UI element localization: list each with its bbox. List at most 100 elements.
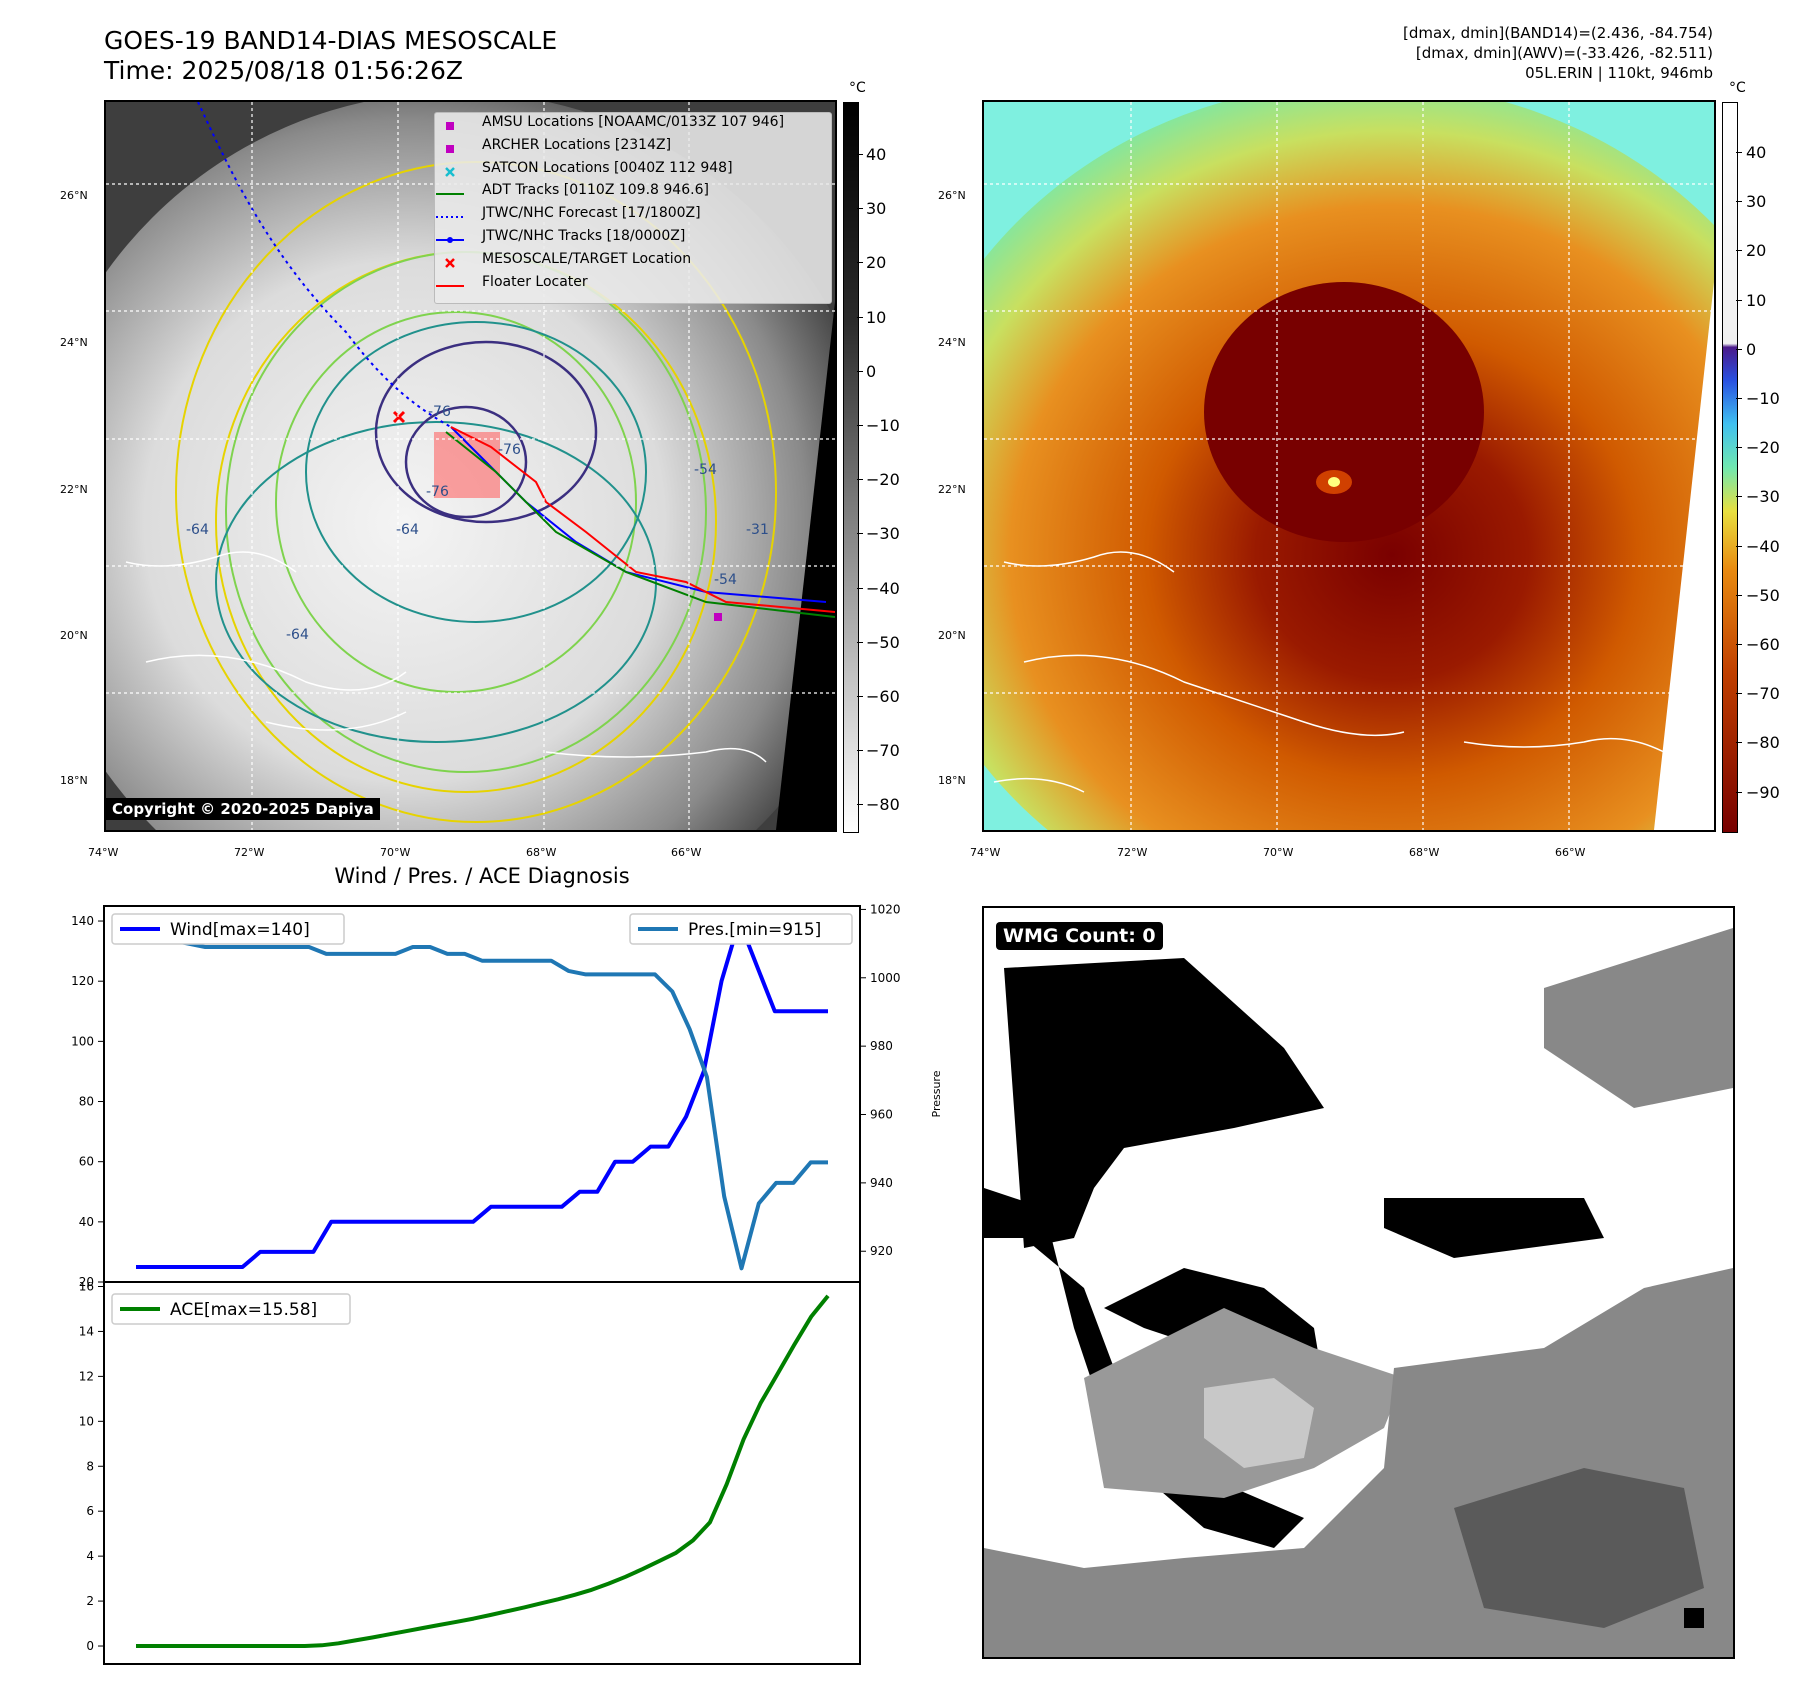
y-tick-label: 10 [79,1414,94,1428]
legend-item: JTWC/NHC Tracks [18/0000Z] [436,227,826,247]
legend-marker [436,208,464,220]
colorbar-color [1722,102,1738,833]
colorbar-tick [1736,398,1742,399]
colorbar-tick [1736,152,1742,153]
lon-tick-label: 70°W [380,846,411,859]
lat-tick-label: 20°N [60,629,88,642]
y2-tick-label: 980 [870,1039,893,1053]
contour-label: -64 [286,627,309,643]
contour-label: -31 [746,522,769,538]
colorbar-tick-label: −40 [1746,536,1780,556]
legend-item: AMSU Locations [NOAAMC/0133Z 107 946] [436,113,826,133]
colorbar-tick-label: −90 [1746,782,1780,802]
legend-item: MESOSCALE/TARGET Location [436,250,826,270]
enhanced-ir-panel [982,100,1716,832]
legend-label: SATCON Locations [0040Z 112 948] [482,159,733,176]
y-tick: 100 [71,1034,104,1048]
y-tick-label: 140 [71,914,94,928]
colorbar-tick [857,587,863,589]
y-tick-label: 4 [86,1549,94,1563]
colorbar-unit-left: °C [849,80,866,96]
y-tick-label: 14 [79,1324,94,1338]
main-title-line2: Time: 2025/08/18 01:56:26Z [104,56,463,85]
legend [434,112,832,304]
y-tick-label: 80 [79,1095,94,1109]
legend-marker [436,254,464,268]
y-tick-label: 0 [86,1639,94,1653]
info-line3: 05L.ERIN | 110kt, 946mb [1525,64,1713,82]
y-tick: 40 [79,1215,104,1229]
lon-tick-label: 72°W [1117,846,1148,859]
y-tick-label: 16 [79,1282,94,1293]
colorbar-tick-label: −50 [1746,585,1780,605]
colorbar-tick [1736,250,1742,252]
contour-label: -64 [186,522,209,538]
colorbar-tick [857,370,863,372]
contour-label: -54 [714,572,737,588]
colorbar-tick-label: −10 [866,416,900,435]
copyright: Copyright © 2020-2025 Dapiya [106,798,380,820]
ace-chart: 1614121086420ACEACE[max=15.58] [79,1282,861,1665]
lat-tick-label: 22°N [938,483,966,496]
colorbar-tick-label: −60 [866,687,900,706]
y2-axis-label: Pressure [930,1070,943,1117]
colorbar-tick-label: 40 [866,145,887,164]
lon-tick-label: 70°W [1263,846,1294,859]
colorbar-tick-label: −20 [866,470,900,490]
lon-tick-label: 74°W [970,846,1001,859]
lon-tick-label: 72°W [234,846,265,859]
colorbar-tick [857,804,863,806]
lon-tick-label: 66°W [671,846,702,859]
colorbar-tick [857,316,863,318]
contour-label: -76 [498,442,521,458]
colorbar-tick-label: 30 [1746,192,1767,212]
y2-tick: 1000 [860,971,901,985]
colorbar-tick [1736,545,1742,547]
legend-marker [436,277,464,289]
series-line-wind [136,919,828,1269]
lat-tick-label: 20°N [938,629,966,642]
colorbar-unit-right: °C [1729,80,1746,96]
y-tick-label: 100 [71,1034,94,1048]
lon-tick-label: 68°W [526,846,557,859]
chart-legend-label: Pres.[min=915] [688,920,821,940]
wmg-image [984,908,1733,1657]
lon-tick-label: 68°W [1409,846,1440,859]
chart-legend: Pres.[min=915] [629,913,853,945]
enhanced-ir-image [984,102,1714,830]
colorbar-tick-label: −70 [1746,684,1780,704]
legend-item: SATCON Locations [0040Z 112 948] [436,159,826,179]
y2-tick: 1020 [860,902,901,916]
info-line2: [dmax, dmin](AWV)=(-33.426, -82.511) [1415,44,1713,62]
y2-tick-label: 1000 [870,971,901,985]
ir-image-panel: -76 -76 -76 -64 -64 -64 -54 -54 -31 Copy… [104,100,837,832]
contour-labels: -76 -76 -76 -64 -64 -64 -54 -54 -31 [106,102,835,830]
series-line-pressure [136,917,828,1271]
chart-legend: Wind[max=140] [111,913,345,945]
y-tick: 14 [79,1324,104,1338]
colorbar-tick-label: 40 [1746,143,1767,162]
colorbar-tick [1736,447,1742,449]
contour-label: -76 [426,484,449,500]
y2-tick: 980 [860,1039,893,1053]
y2-tick-label: 940 [870,1176,893,1190]
legend-item: Floater Locater [436,273,826,293]
y2-tick: 960 [860,1108,893,1122]
lat-tick-label: 26°N [60,189,88,202]
colorbar-tick-label: 20 [866,253,887,273]
lat-tick-label: 24°N [938,336,966,349]
colorbar-tick-label: 0 [866,361,877,381]
y-tick: 0 [86,1639,104,1653]
y-tick-label: 40 [79,1215,94,1229]
colorbar-tick [1736,594,1742,596]
colorbar-tick-label: −60 [1746,635,1780,654]
legend-label: MESOSCALE/TARGET Location [482,250,692,267]
colorbar-tick [857,262,863,264]
colorbar-tick-label: −20 [1746,438,1780,458]
series-line-ace [136,1294,830,1648]
y-tick: 80 [79,1095,104,1109]
y-tick: 120 [71,974,104,988]
main-title-line1: GOES-19 BAND14-DIAS MESOSCALE [104,26,558,55]
y-tick: 60 [79,1155,104,1169]
wind-pressure-chart: 14012010080604020Wind1020100098096094092… [71,902,943,1289]
